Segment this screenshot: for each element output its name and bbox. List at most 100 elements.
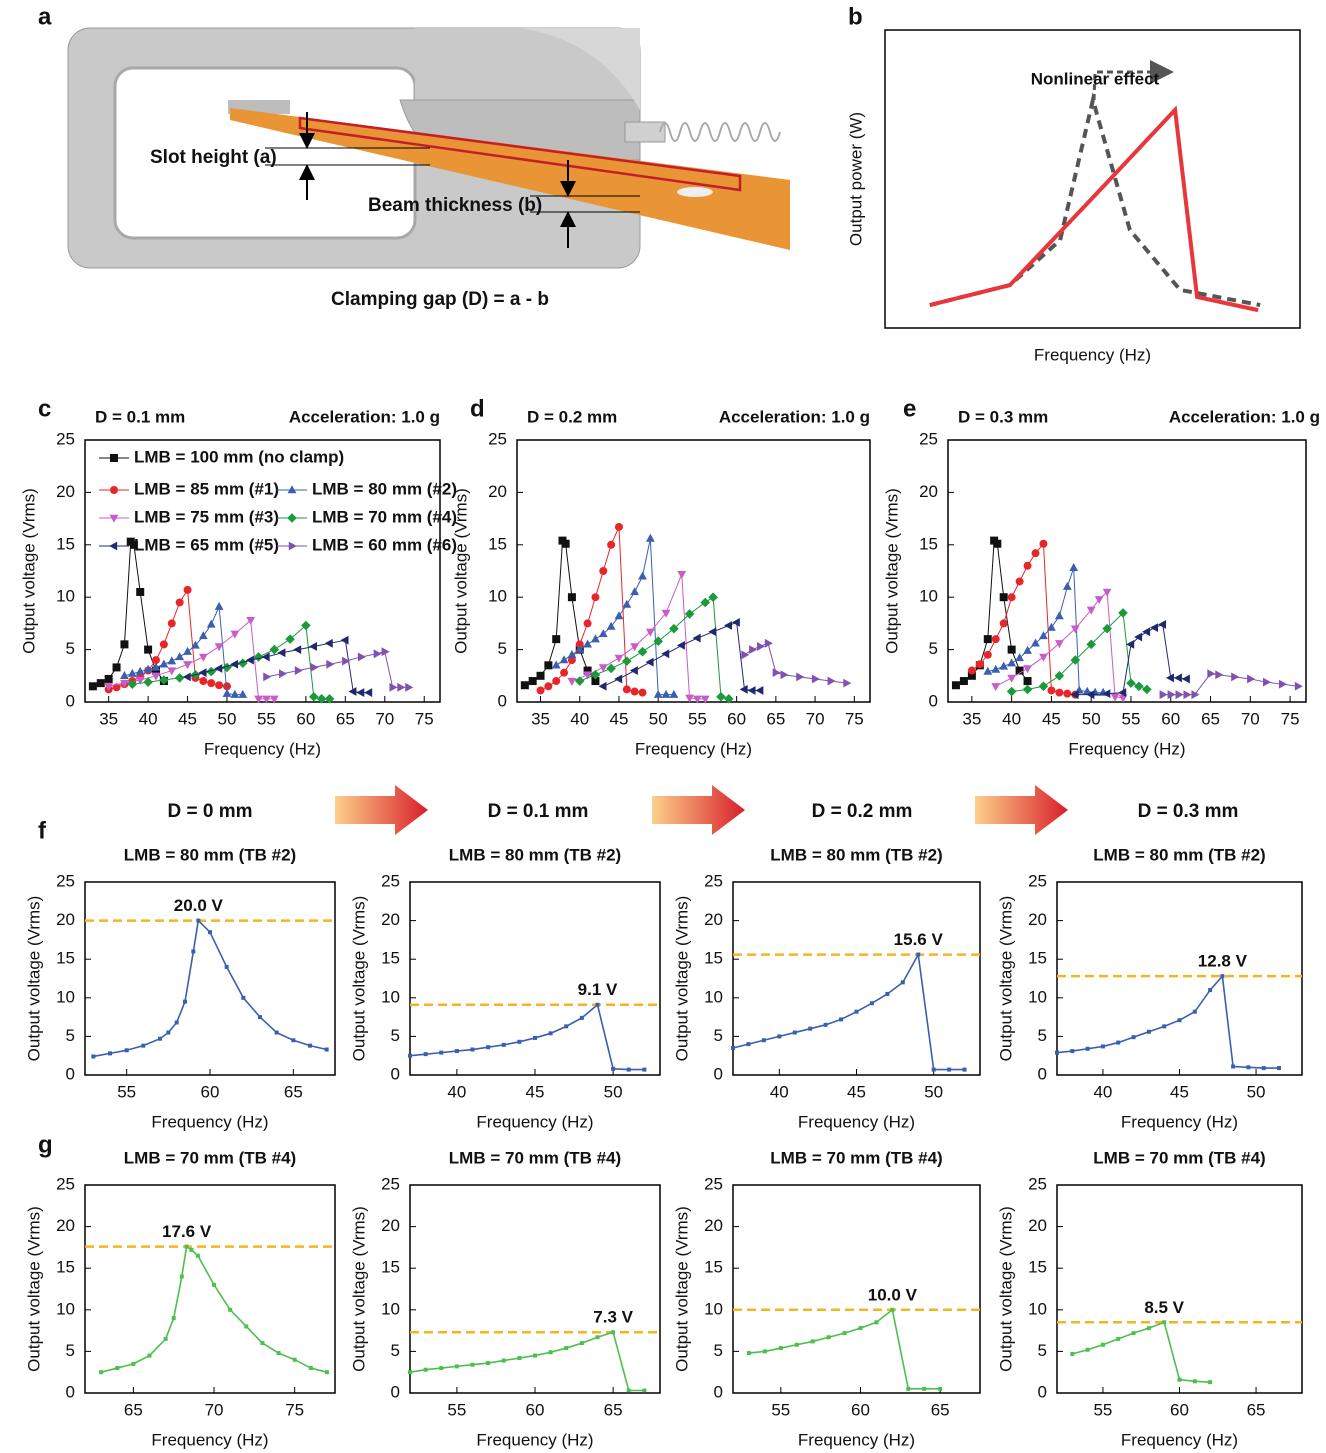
y-tick-label: 15 (704, 949, 723, 968)
data-point (151, 662, 161, 671)
data-point (115, 1366, 120, 1371)
y-axis-label: Output voltage (Vrms) (672, 1206, 691, 1372)
data-point (614, 611, 624, 620)
plot-frame (409, 881, 661, 1076)
y-axis-label: Output voltage (Vrms) (349, 1206, 368, 1372)
data-point (645, 533, 655, 542)
x-tick-label: 65 (124, 1400, 143, 1419)
x-axis-label: Frequency (Hz) (798, 1112, 915, 1131)
data-point (183, 585, 192, 594)
x-tick-label: 60 (1170, 1400, 1189, 1419)
x-tick-label: 35 (99, 709, 118, 728)
data-point (692, 633, 701, 643)
data-point (120, 640, 129, 649)
y-tick-label: 25 (56, 1174, 75, 1193)
data-point (439, 1366, 444, 1371)
data-point (1165, 673, 1174, 683)
data-point (1177, 1377, 1182, 1382)
data-point (590, 669, 601, 680)
data-point (1102, 623, 1112, 634)
data-point (109, 514, 119, 523)
data-point (454, 1364, 459, 1369)
data-point (1085, 1347, 1090, 1352)
data-point (159, 659, 169, 668)
y-tick-label: 25 (56, 871, 75, 890)
data-point (198, 631, 208, 640)
data-point (606, 663, 616, 674)
data-point (938, 1386, 943, 1391)
data-point (560, 668, 569, 677)
x-tick-label: 65 (766, 709, 785, 728)
y-tick-label: 5 (1038, 1026, 1047, 1045)
data-point (212, 1282, 217, 1287)
y-tick-label: 0 (1038, 1382, 1047, 1401)
data-point (191, 949, 196, 954)
chart-title: D = 0.1 mm (95, 407, 185, 426)
data-point (454, 1049, 459, 1054)
data-point (175, 652, 185, 661)
data-point (708, 627, 717, 637)
data-point (486, 1045, 491, 1050)
chart-title: LMB = 70 mm (TB #4) (124, 1148, 296, 1167)
data-point (579, 1341, 584, 1346)
data-point (761, 1038, 766, 1043)
data-point (159, 675, 169, 685)
data-point (1006, 686, 1017, 697)
data-point (583, 619, 592, 628)
data-point (700, 597, 711, 608)
data-point (191, 640, 200, 649)
data-point (324, 694, 335, 704)
x-axis-label: Frequency (Hz) (1121, 1112, 1238, 1131)
chart-title: LMB = 80 mm (TB #2) (124, 845, 296, 864)
data-point (167, 667, 177, 676)
data-point (755, 686, 764, 695)
x-tick-label: 35 (531, 709, 550, 728)
data-point (1070, 690, 1079, 700)
data-point (1062, 581, 1072, 590)
y-tick-label: 20 (56, 1216, 75, 1235)
data-point (198, 668, 207, 678)
peak-label: 8.5 V (1144, 1298, 1184, 1317)
data-point (567, 656, 576, 665)
data-point (626, 1388, 631, 1393)
data-point (564, 1346, 569, 1351)
data-point (1261, 1066, 1266, 1071)
series-line (987, 567, 1104, 694)
data-point (285, 634, 295, 644)
data-point (591, 634, 600, 643)
data-point (222, 662, 232, 673)
x-tick-label: 45 (178, 709, 197, 728)
data-point (439, 1050, 444, 1055)
data-point (110, 454, 118, 462)
data-point (598, 629, 608, 638)
data-point (731, 1045, 735, 1050)
y-tick-label: 25 (381, 871, 400, 890)
series-line (555, 538, 674, 696)
data-point (1246, 1065, 1251, 1070)
data-point (622, 685, 631, 694)
data-point (661, 649, 670, 659)
x-tick-label: 40 (1002, 709, 1021, 728)
data-point (599, 567, 608, 575)
x-axis-label: Frequency (Hz) (476, 1112, 593, 1131)
data-point (991, 664, 1001, 673)
data-point (1102, 588, 1112, 597)
data-point (874, 1320, 879, 1325)
data-point (810, 1339, 815, 1344)
data-point (693, 695, 702, 704)
data-point (124, 1048, 129, 1053)
data-point (993, 539, 1002, 548)
data-point (1192, 1009, 1197, 1014)
x-tick-label: 55 (771, 1400, 790, 1419)
y-tick-label: 5 (66, 1026, 75, 1045)
data-point (144, 645, 153, 654)
data-point (999, 619, 1008, 628)
data-point (357, 652, 366, 662)
data-point (1047, 622, 1056, 631)
chart-subtitle: Acceleration: 1.0 g (719, 407, 870, 426)
data-point (669, 623, 679, 634)
data-point (135, 666, 145, 675)
x-axis-label: Frequency (Hz) (204, 739, 321, 758)
data-point (183, 661, 192, 670)
data-point (1039, 653, 1048, 662)
